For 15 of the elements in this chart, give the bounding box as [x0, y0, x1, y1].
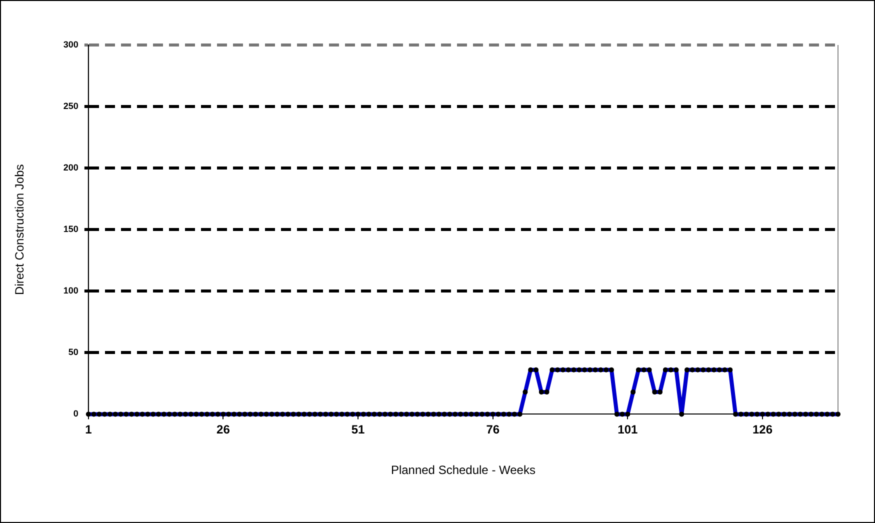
- x-axis-title: Planned Schedule - Weeks: [390, 463, 536, 478]
- x-tick-label: 26: [216, 422, 230, 437]
- y-tick-label: 0: [73, 408, 78, 419]
- x-tick-label: 1: [85, 422, 92, 437]
- x-tick-label: 51: [351, 422, 366, 437]
- x-tick-label: 76: [486, 422, 500, 437]
- y-tick-label: 250: [63, 101, 78, 112]
- x-tick-label: 126: [752, 422, 773, 437]
- y-axis-title: Direct Construction Jobs: [12, 164, 27, 295]
- x-tick-label: 101: [618, 422, 638, 437]
- y-tick-label: 150: [63, 224, 78, 234]
- y-tick-label: 100: [63, 286, 78, 296]
- y-tick-label: 200: [63, 162, 78, 173]
- y-tick-label: 50: [68, 347, 78, 358]
- y-tick-label: 300: [63, 39, 78, 50]
